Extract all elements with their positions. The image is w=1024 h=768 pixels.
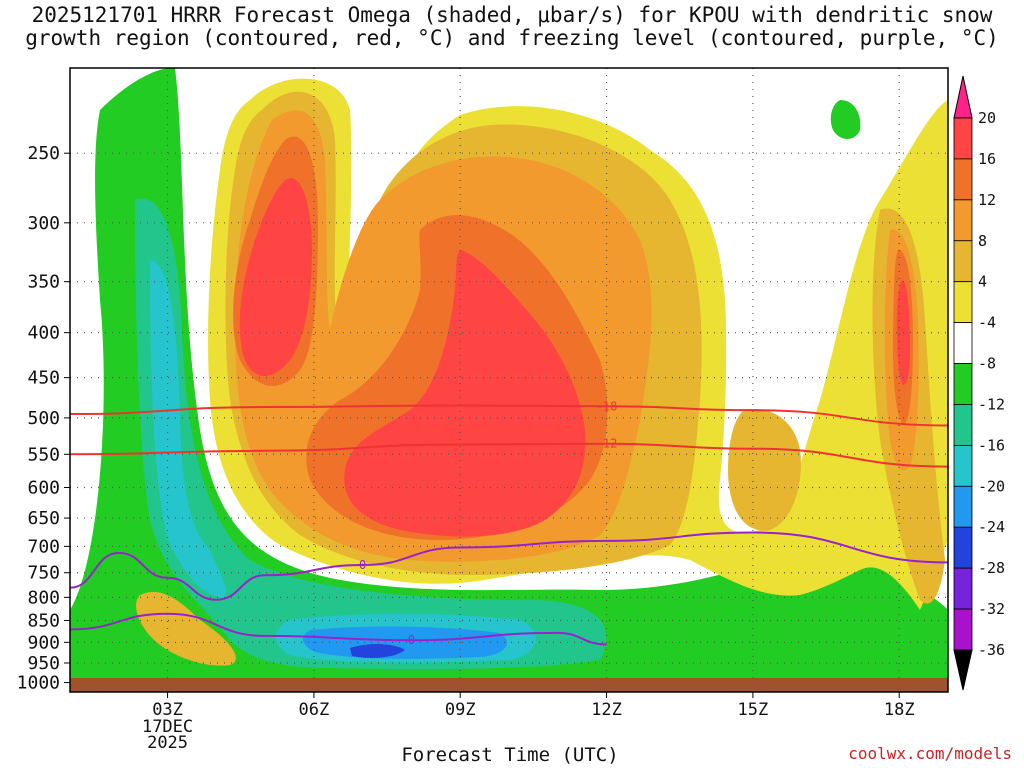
- colorbar-swatch-8: [953, 444, 973, 487]
- x-axis-label: Forecast Time (UTC): [401, 744, 619, 766]
- y-tick-label-450: 450: [27, 368, 60, 389]
- contour-line-3: [69, 612, 607, 646]
- colorbar-label-5: -4: [978, 314, 996, 332]
- colorbar-swatch-7: [953, 404, 973, 446]
- colorbar-label-4: 4: [978, 273, 987, 291]
- omega-blob-minus4: [830, 100, 861, 139]
- credit-link[interactable]: coolwx.com/models: [848, 744, 1012, 763]
- omega-core-plus20: [239, 178, 586, 537]
- plot-frame: [69, 67, 949, 693]
- colorbar-label-11: -28: [978, 559, 1005, 577]
- omega-band-plus8-mid: [728, 409, 801, 531]
- colorbar-swatch-9: [953, 485, 973, 528]
- y-tick-label-250: 250: [27, 143, 60, 164]
- colorbar-label-8: -16: [978, 436, 1005, 454]
- x-date-label-0: 17DEC: [142, 717, 193, 737]
- colorbar-swatch-1: [953, 158, 973, 201]
- omega-band-minus8: [135, 198, 607, 670]
- contour-line-0: [69, 404, 949, 427]
- colorbar: 20 16 12 8 4 -4 -8 -12 -16 -20 -24 -28 -32 -36: [953, 75, 1005, 691]
- y-tick-label-350: 350: [27, 272, 60, 293]
- contour-lines: -18 -12 0 0: [69, 399, 949, 647]
- y-tick-label-950: 950: [27, 653, 60, 674]
- y-tick-label-300: 300: [27, 213, 60, 234]
- colorbar-label-9: -20: [978, 477, 1005, 495]
- x-date-label-1: 2025: [147, 733, 188, 753]
- colorbar-swatch-3: [953, 240, 973, 283]
- y-tick-label-900: 900: [27, 632, 60, 653]
- colorbar-swatch-12: [953, 608, 973, 651]
- colorbar-label-13: -36: [978, 641, 1005, 659]
- chart-title: 2025121701 HRRR Forecast Omega (shaded, …: [0, 4, 1024, 50]
- x-tick-label-15Z: 15Z: [738, 700, 769, 720]
- colorbar-label-6: -8: [978, 355, 996, 373]
- y-tick-label-1000: 1000: [17, 673, 60, 694]
- contour-label-0: -18: [596, 399, 618, 413]
- y-tick-label-850: 850: [27, 611, 60, 632]
- y-tick-label-600: 600: [27, 478, 60, 499]
- x-tick-label-18Z: 18Z: [884, 700, 915, 720]
- x-tick-label-12Z: 12Z: [591, 700, 622, 720]
- contour-label-3: 0: [408, 633, 415, 647]
- title-line-1: 2025121701 HRRR Forecast Omega (shaded, …: [31, 3, 993, 27]
- y-tick-label-750: 750: [27, 563, 60, 584]
- colorbar-label-1: 16: [978, 150, 996, 168]
- contour-label-1: -12: [596, 437, 618, 451]
- y-tick-label-800: 800: [27, 587, 60, 608]
- colorbar-swatch-10: [953, 526, 973, 569]
- title-line-2: growth region (contoured, red, °C) and f…: [25, 26, 999, 50]
- omega-band-minus20: [350, 644, 405, 658]
- colorbar-bottom-arrow: [953, 649, 973, 691]
- colorbar-label-12: -32: [978, 600, 1005, 618]
- colorbar-swatch-6: [953, 363, 973, 405]
- contour-line-1: [69, 442, 949, 468]
- y-tick-label-500: 500: [27, 408, 60, 429]
- y-tick-label-550: 550: [27, 444, 60, 465]
- colorbar-swatch-4: [953, 281, 973, 324]
- colorbar-label-0: 20: [978, 109, 996, 127]
- colorbar-swatch-5: [953, 322, 973, 364]
- colorbar-swatch-2: [953, 199, 973, 242]
- x-tick-label-06Z: 06Z: [299, 700, 330, 720]
- y-tick-label-650: 650: [27, 508, 60, 529]
- axes: 2503003504004505005506006507007508008509…: [17, 67, 949, 753]
- terrain-ground: [70, 678, 948, 692]
- omega-blob-plus8-low: [136, 591, 236, 666]
- omega-shading: [70, 67, 949, 692]
- colorbar-top-arrow: [953, 75, 973, 119]
- contour-line-2: [69, 531, 949, 601]
- colorbar-label-10: -24: [978, 518, 1005, 536]
- x-tick-label-03Z: 03Z: [152, 700, 183, 720]
- contour-label-2: 0: [359, 558, 366, 572]
- colorbar-swatch-11: [953, 567, 973, 610]
- colorbar-label-7: -12: [978, 395, 1005, 413]
- colorbar-label-2: 12: [978, 191, 996, 209]
- y-tick-label-400: 400: [27, 323, 60, 344]
- x-tick-label-09Z: 09Z: [445, 700, 476, 720]
- y-tick-label-700: 700: [27, 536, 60, 557]
- omega-core-minus12: [162, 455, 175, 517]
- colorbar-swatch-0: [953, 117, 973, 160]
- colorbar-label-3: 8: [978, 232, 987, 250]
